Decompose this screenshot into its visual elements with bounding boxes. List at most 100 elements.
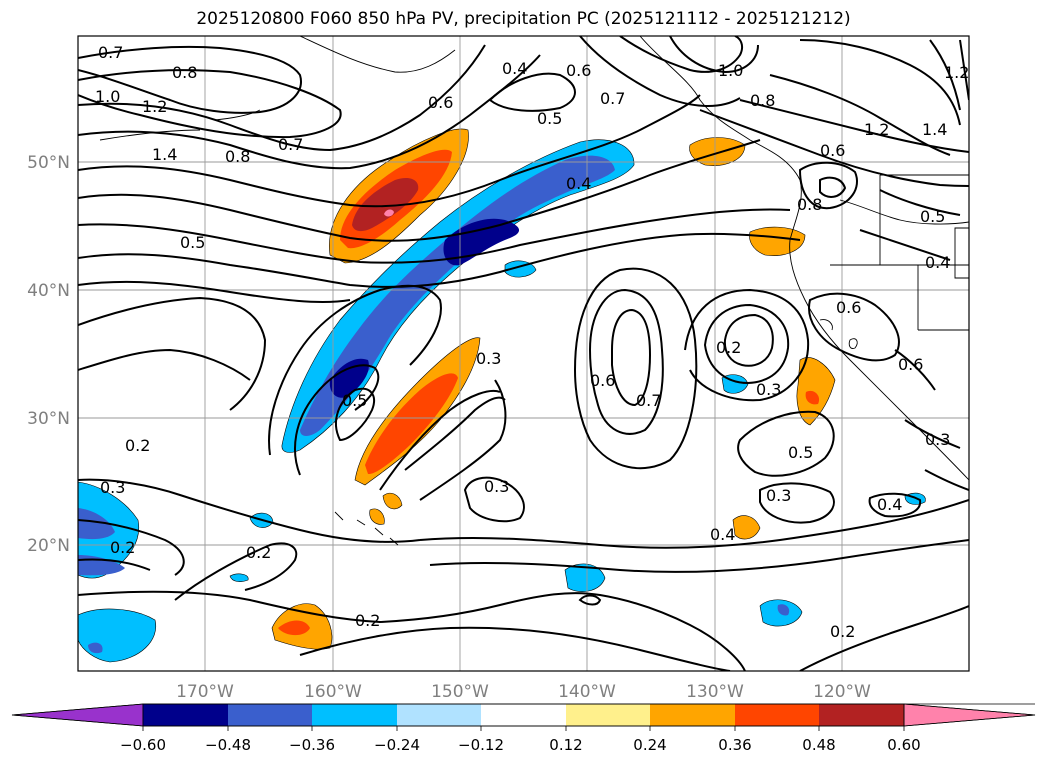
contour-label: 0.3 <box>925 430 950 449</box>
contour-label: 0.8 <box>750 91 775 110</box>
colorbar-tick-label: −0.60 <box>120 736 166 754</box>
lon-label: 130°W <box>686 682 744 702</box>
lon-label: 140°W <box>558 682 616 702</box>
precip-negative-area <box>443 218 520 266</box>
contour-label: 0.4 <box>877 495 902 514</box>
lat-label: 20°N <box>27 536 70 556</box>
colorbar-tick-label: 0.36 <box>718 736 751 754</box>
contour-label: 0.5 <box>920 207 945 226</box>
contour-labels: 0.7 0.8 1.0 1.2 1.4 0.8 0.7 0.5 0.6 0.4 … <box>95 43 969 641</box>
precip-positive-area <box>805 390 820 405</box>
longitude-labels: 170°W 160°W 150°W 140°W 130°W 120°W <box>176 682 871 702</box>
contour-label: 0.6 <box>836 298 861 317</box>
contour-label: 0.3 <box>766 486 791 505</box>
contour-label: 0.6 <box>820 141 845 160</box>
contour-label: 0.4 <box>502 59 527 78</box>
precip-positive-area <box>796 357 836 426</box>
colorbar-segment <box>735 704 819 726</box>
precip-positive-area <box>352 178 419 232</box>
lat-label: 30°N <box>27 409 70 429</box>
colorbar-tick-label: −0.12 <box>458 736 504 754</box>
precip-positive-area <box>369 508 385 525</box>
precip-negative-area <box>777 604 790 616</box>
map-content: 0.7 0.8 1.0 1.2 1.4 0.8 0.7 0.5 0.6 0.4 … <box>78 36 969 671</box>
latitude-labels: 50°N 40°N 30°N 20°N <box>27 153 70 556</box>
contour-label: 1.2 <box>944 63 969 82</box>
precip-negative-area <box>229 573 249 582</box>
colorbar-tick-label: −0.36 <box>289 736 335 754</box>
contour-label: 1.2 <box>142 97 167 116</box>
lon-label: 120°W <box>813 682 871 702</box>
contour-label: 0.8 <box>172 63 197 82</box>
colorbar-tick-label: 0.12 <box>549 736 582 754</box>
contour-label: 0.7 <box>98 43 123 62</box>
colorbar-segment <box>650 704 735 726</box>
map-title: 2025120800 F060 850 hPa PV, precipitatio… <box>196 9 851 29</box>
lat-label: 40°N <box>27 281 70 301</box>
precip-negative-area <box>281 139 635 453</box>
colorbar-tick-label: 0.60 <box>887 736 920 754</box>
contour-label: 1.4 <box>922 120 947 139</box>
contour-label: 0.8 <box>225 147 250 166</box>
precip-shading <box>78 128 926 663</box>
contour-label: 0.3 <box>100 478 125 497</box>
colorbar-segment <box>228 704 312 726</box>
contour-label: 0.5 <box>342 391 367 410</box>
contour-label: 0.5 <box>180 233 205 252</box>
contour-label: 0.4 <box>925 253 950 272</box>
contour-label: 0.5 <box>788 443 813 462</box>
contour-label: 0.7 <box>278 135 303 154</box>
contour-label: 0.3 <box>484 477 509 496</box>
contour-label: 0.2 <box>110 538 135 557</box>
colorbar-segment <box>143 704 228 726</box>
contour-label: 0.6 <box>428 93 453 112</box>
contour-label: 1.0 <box>718 61 743 80</box>
precip-negative-area <box>329 358 369 398</box>
lon-label: 160°W <box>304 682 362 702</box>
contour-label: 1.0 <box>95 87 120 106</box>
colorbar-segment <box>397 704 481 726</box>
precip-positive-area <box>384 209 394 217</box>
contour-label: 0.2 <box>716 338 741 357</box>
colorbar-segment <box>566 704 650 726</box>
colorbar-segment <box>312 704 397 726</box>
coastlines <box>99 36 969 546</box>
contour-label: 0.2 <box>830 622 855 641</box>
precip-negative-area <box>88 642 103 654</box>
contour-label: 0.8 <box>797 195 822 214</box>
lat-label: 50°N <box>27 153 70 173</box>
contour-label: 0.2 <box>355 611 380 630</box>
colorbar-tick-label: 0.24 <box>633 736 666 754</box>
colorbar-extend-left <box>11 703 144 727</box>
precip-negative-area <box>78 508 115 540</box>
contour-label: 0.6 <box>566 61 591 80</box>
contour-label: 0.4 <box>566 174 591 193</box>
precip-negative-area <box>300 155 615 436</box>
map-frame <box>77 35 970 672</box>
lon-label: 150°W <box>431 682 489 702</box>
colorbar-segment <box>481 704 566 726</box>
contour-label: 0.7 <box>636 391 661 410</box>
colorbar-tick-label: −0.48 <box>205 736 251 754</box>
precip-negative-area <box>564 563 606 592</box>
contour-label: 0.6 <box>898 355 923 374</box>
contour-label: 0.2 <box>246 543 271 562</box>
pv-contours <box>78 36 969 671</box>
precip-positive-area <box>365 373 458 475</box>
colorbar-tick-label: 0.48 <box>802 736 835 754</box>
contour-label: 1.2 <box>864 120 889 139</box>
contour-label: 0.4 <box>710 525 735 544</box>
contour-label: 0.3 <box>756 380 781 399</box>
precip-positive-area <box>732 515 761 540</box>
contour-label: 0.3 <box>476 349 501 368</box>
colorbar-tick-label: −0.24 <box>374 736 420 754</box>
contour-label: 1.4 <box>152 145 177 164</box>
precip-positive-area <box>278 620 310 636</box>
precip-positive-area <box>382 493 403 510</box>
contour-label: 0.2 <box>125 436 150 455</box>
colorbar-segment <box>819 704 904 726</box>
colorbar: −0.60 −0.48 −0.36 −0.24 −0.12 0.12 0.24 … <box>11 703 1036 754</box>
contour-label: 0.7 <box>600 89 625 108</box>
lon-label: 170°W <box>176 682 234 702</box>
